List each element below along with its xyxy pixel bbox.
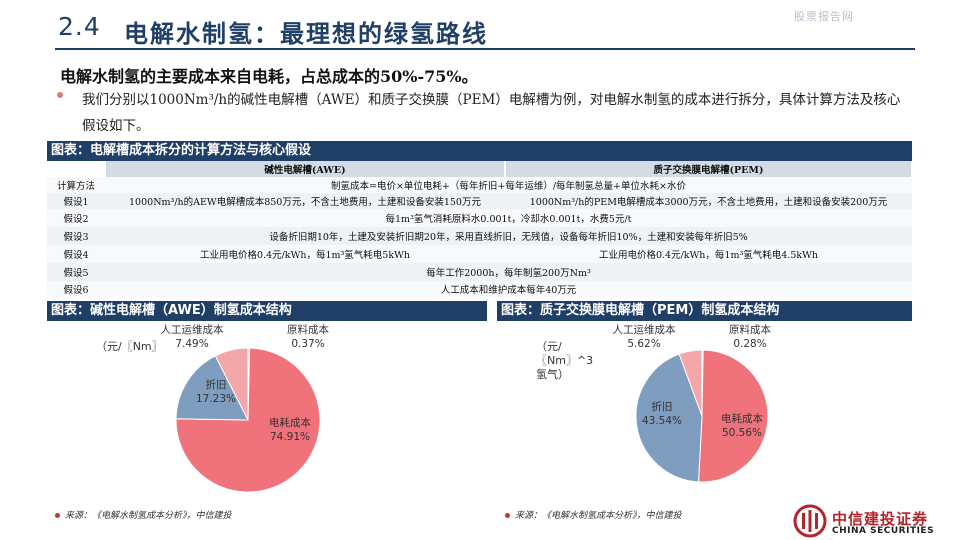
source-dot-icon: [505, 513, 510, 518]
pem-unit-label: （元/ 〖Nm〗^3 氢气）: [536, 340, 606, 382]
pie-category-label: 折旧: [206, 378, 227, 391]
row-label: 计算方法: [47, 177, 105, 193]
awe-pie-chart: 原料成本 0.37% 电耗成本 74.91% 折旧 17.23% 人工运维成本 7.49%: [161, 323, 329, 493]
table-cell: 1000Nm³/h的AEW电解槽成本850万元，不含土地费用，土建和设备安装15…: [105, 193, 505, 209]
pie-category-label: 人工运维成本: [613, 323, 676, 336]
watermark: 股票报告网: [794, 10, 854, 23]
pie-value-label: 0.37%: [291, 338, 324, 350]
pie-value-label: 50.56%: [722, 427, 762, 439]
table-row: 计算方法 制氢成本=电价×单位电耗+（每年折旧+每年运维）/每年制氢总量+单位水…: [47, 177, 912, 193]
pie-category-label: 折旧: [652, 400, 673, 413]
assumption-table: 碱性电解槽(AWE) 质子交换膜电解槽(PEM) 计算方法 制氢成本=电价×单位…: [47, 161, 913, 297]
pie-value-label: 7.49%: [175, 338, 208, 350]
table-cell: 制氢成本=电价×单位电耗+（每年折旧+每年运维）/每年制氢总量+单位水耗×水价: [105, 177, 912, 193]
awe-chart-title: 图表：碱性电解槽（AWE）制氢成本结构: [47, 301, 487, 321]
pie-category-label: 电耗成本: [269, 416, 311, 429]
table-cell: 1000Nm³/h的PEM电解槽成本3000万元，不含土地费用，土建和设备安装2…: [505, 193, 912, 209]
row-label: 假设4: [47, 245, 105, 263]
table-cell: 设备折旧期10年，土建及安装折旧期20年，采用直线折旧，无残值，设备每年折旧10…: [105, 227, 912, 245]
pie-value-label: 74.91%: [270, 431, 310, 443]
pem-unit-line: （元/: [536, 340, 562, 353]
page-title: 电解水制氢：最理想的绿氢路线: [124, 20, 488, 48]
table-row: 假设4 工业用电价格0.4元/kWh，每1m³氢气耗电5kWh 工业用电价格0.…: [47, 245, 912, 263]
pem-pie-chart: 原料成本 0.28% 电耗成本 50.56% 折旧 43.54% 人工运维成本 5.62%: [613, 323, 771, 483]
row-label: 假设6: [47, 281, 105, 297]
pem-source: 来源：《电解水制氢成本分析》，中信建投: [515, 511, 682, 521]
table-row: 假设1 1000Nm³/h的AEW电解槽成本850万元，不含土地费用，土建和设备…: [47, 193, 912, 209]
header-divider: [55, 48, 915, 50]
table-row: 假设3 设备折旧期10年，土建及安装折旧期20年，采用直线折旧，无残值，设备每年…: [47, 227, 912, 245]
row-label: 假设2: [47, 209, 105, 227]
pie-slice: [635, 353, 703, 483]
brand-name: 中信建投证券: [832, 510, 929, 528]
brand-name-en: CHINA SECURITIES: [832, 526, 935, 536]
table-row: 假设2 每1m³氢气消耗原料水0.001t，冷却水0.001t，水费5元/t: [47, 209, 912, 227]
pie-category-label: 人工运维成本: [161, 323, 224, 336]
section-number: 2.4: [58, 12, 101, 41]
pie-value-label: 43.54%: [642, 415, 682, 427]
bullet-text: 我们分别以1000Nm³/h的碱性电解槽（AWE）和质子交换膜（PEM）电解槽为…: [82, 92, 901, 134]
table-header-cell: 碱性电解槽(AWE): [105, 161, 506, 177]
table-cell: 工业用电价格0.4元/kWh，每1m³氢气耗电5kWh: [105, 245, 505, 263]
pie-category-label: 原料成本: [287, 323, 329, 336]
table-cell: 每1m³氢气消耗原料水0.001t，冷却水0.001t，水费5元/t: [105, 209, 912, 227]
bullet-dot-icon: [57, 92, 63, 98]
pem-chart-title: 图表：质子交换膜电解槽（PEM）制氢成本结构: [497, 301, 912, 321]
pie-value-label: 17.23%: [196, 393, 236, 405]
table-cell: 人工成本和维护成本每年40万元: [105, 281, 912, 297]
pie-slice: [678, 349, 703, 417]
table-cell: 工业用电价格0.4元/kWh，每1m³氢气耗电4.5kWh: [505, 245, 912, 263]
table-header-cell: 质子交换膜电解槽(PEM): [505, 161, 913, 177]
pie-category-label: 电耗成本: [721, 412, 763, 425]
table-header-cell: [47, 161, 106, 177]
pem-unit-line: 氢气）: [536, 368, 569, 381]
row-label: 假设5: [47, 263, 105, 281]
table-title: 图表：电解槽成本拆分的计算方法与核心假设: [47, 141, 912, 161]
row-label: 假设3: [47, 227, 105, 245]
pie-category-label: 原料成本: [729, 323, 771, 336]
table-row: 假设6 人工成本和维护成本每年40万元: [47, 281, 912, 297]
headline: 电解水制氢的主要成本来自电耗，占总成本的50%-75%。: [60, 67, 478, 86]
company-logo-icon: [793, 504, 827, 538]
pem-unit-line: 〖Nm〗^3: [536, 354, 594, 367]
table-cell: 每年工作2000h，每年制氢200万Nm³: [105, 263, 912, 281]
source-dot-icon: [55, 513, 60, 518]
table-header-row: 碱性电解槽(AWE) 质子交换膜电解槽(PEM): [47, 161, 913, 177]
pie-slice: [214, 347, 249, 421]
pie-value-label: 0.28%: [733, 338, 766, 350]
awe-source: 来源：《电解水制氢成本分析》，中信建投: [65, 511, 232, 521]
pie-slice: [175, 355, 249, 421]
row-label: 假设1: [47, 193, 105, 209]
pie-slice: [697, 349, 769, 483]
pie-value-label: 5.62%: [627, 338, 660, 350]
awe-unit-label: （元/〖Nm〗: [96, 340, 163, 353]
table-row: 假设5 每年工作2000h，每年制氢200万Nm³: [47, 263, 912, 281]
